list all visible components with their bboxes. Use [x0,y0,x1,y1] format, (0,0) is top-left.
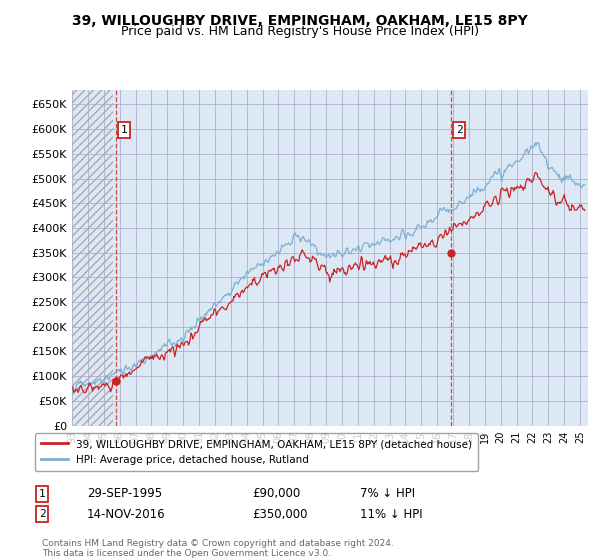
Text: £90,000: £90,000 [252,487,300,501]
Bar [72,90,113,426]
Text: 29-SEP-1995: 29-SEP-1995 [87,487,162,501]
Text: Contains HM Land Registry data © Crown copyright and database right 2024.
This d: Contains HM Land Registry data © Crown c… [42,539,394,558]
Text: 2: 2 [38,509,46,519]
Text: 1: 1 [38,489,46,499]
Text: 1: 1 [121,125,127,135]
Text: 2: 2 [456,125,463,135]
Legend: 39, WILLOUGHBY DRIVE, EMPINGHAM, OAKHAM, LE15 8PY (detached house), HPI: Average: 39, WILLOUGHBY DRIVE, EMPINGHAM, OAKHAM,… [35,433,478,472]
Text: 11% ↓ HPI: 11% ↓ HPI [360,507,422,521]
Text: 39, WILLOUGHBY DRIVE, EMPINGHAM, OAKHAM, LE15 8PY: 39, WILLOUGHBY DRIVE, EMPINGHAM, OAKHAM,… [72,14,528,28]
Text: 7% ↓ HPI: 7% ↓ HPI [360,487,415,501]
Text: Price paid vs. HM Land Registry's House Price Index (HPI): Price paid vs. HM Land Registry's House … [121,25,479,38]
Text: £350,000: £350,000 [252,507,308,521]
Text: 14-NOV-2016: 14-NOV-2016 [87,507,166,521]
